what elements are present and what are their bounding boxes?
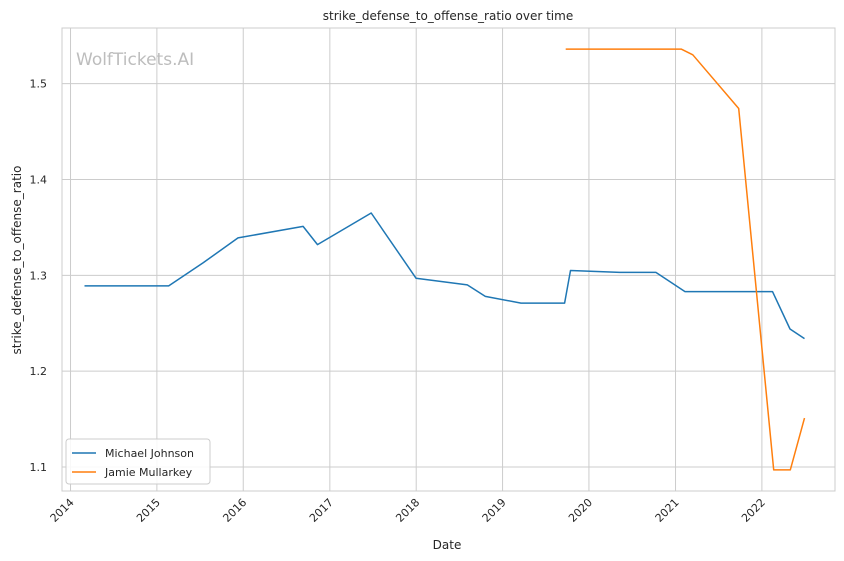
plot-frame	[61, 27, 836, 492]
x-tick-label: 2018	[393, 496, 422, 525]
y-gridlines	[62, 83, 835, 468]
watermark: WolfTickets.AI	[76, 50, 194, 70]
plot-background	[62, 28, 835, 491]
x-gridlines	[70, 28, 763, 491]
legend-box	[65, 438, 211, 485]
legend-label-jamie-mullarkey: Jamie Mullarkey	[104, 466, 193, 479]
y-tick-labels: 1.1 1.2 1.3 1.4 1.5	[30, 78, 48, 474]
y-tick-label: 1.3	[30, 269, 48, 282]
y-axis-title: strike_defense_to_offense_ratio	[10, 166, 24, 355]
x-axis-title: Date	[433, 538, 462, 552]
x-tick-label: 2014	[48, 496, 77, 525]
x-tick-label: 2021	[653, 496, 682, 525]
x-tick-label: 2015	[134, 496, 163, 525]
x-tick-label: 2020	[566, 496, 595, 525]
legend: Michael Johnson Jamie Mullarkey	[65, 438, 211, 485]
x-tick-labels: 2014 2015 2016 2017 2018 2019 2020 2021 2022	[48, 496, 768, 525]
legend-label-michael-johnson: Michael Johnson	[105, 447, 194, 460]
y-tick-label: 1.5	[30, 78, 48, 91]
x-tick-label: 2016	[220, 496, 249, 525]
y-tick-label: 1.4	[30, 173, 48, 186]
chart-title: strike_defense_to_offense_ratio over tim…	[323, 9, 573, 23]
series-lines	[84, 48, 806, 471]
x-tick-label: 2022	[739, 496, 768, 525]
x-tick-label: 2017	[307, 496, 336, 525]
series-line-michael-johnson	[84, 212, 805, 340]
x-tick-label: 2019	[480, 496, 509, 525]
y-tick-label: 1.2	[30, 365, 48, 378]
y-tick-label: 1.1	[30, 461, 48, 474]
series-line-jamie-mullarkey	[565, 48, 806, 471]
